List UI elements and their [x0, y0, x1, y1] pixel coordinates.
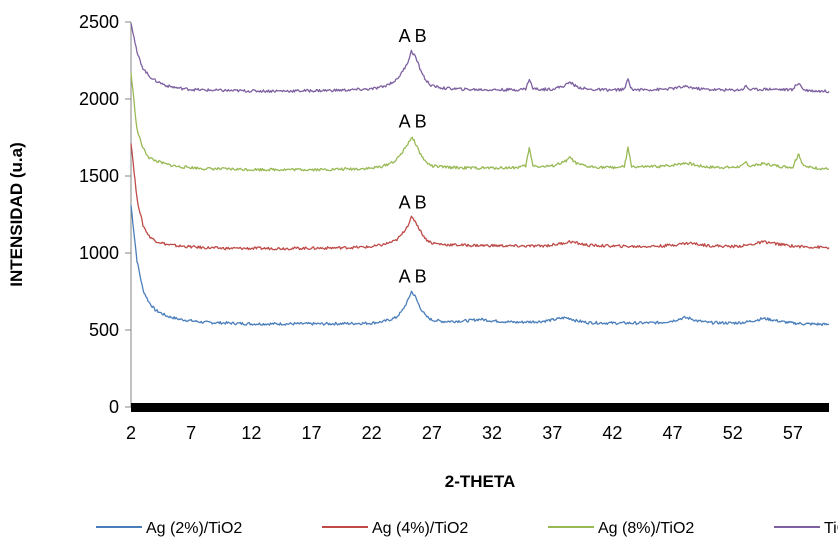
legend-item: TiO2	[774, 520, 838, 537]
x-tick-label: 57	[783, 423, 803, 443]
y-tick-label: 500	[89, 320, 119, 340]
x-tick-label: 22	[362, 423, 382, 443]
peak-label: A B	[399, 266, 427, 286]
legend-label: Ag (8%)/TiO2	[598, 520, 694, 537]
legend-label: TiO2	[824, 520, 838, 537]
legend-item: Ag (4%)/TiO2	[322, 520, 468, 537]
x-tick-label: 42	[602, 423, 622, 443]
x-tick-label: 12	[241, 423, 261, 443]
legend-item: Ag (8%)/TiO2	[548, 520, 694, 537]
peak-label: A B	[399, 192, 427, 212]
peak-label: A B	[399, 26, 427, 46]
legend: Ag (2%)/TiO2 Ag (4%)/TiO2 Ag (8%)/TiO2 TiO2	[96, 520, 838, 537]
y-axis-ticks: 0 500 1000 1500 2000 2500	[79, 12, 131, 417]
x-tick-label: 52	[723, 423, 743, 443]
x-tick-label: 27	[422, 423, 442, 443]
legend-item: Ag (2%)/TiO2	[96, 520, 242, 537]
series-layer	[130, 23, 830, 327]
series-line-4	[130, 23, 830, 94]
peak-label: A B	[399, 111, 427, 131]
y-tick-label: 2500	[79, 12, 119, 32]
x-axis-line	[131, 403, 829, 412]
series-line-2	[130, 143, 830, 251]
y-axis-title: INTENSIDAD (u.a)	[7, 142, 26, 287]
legend-label: Ag (2%)/TiO2	[146, 520, 242, 537]
peak-annotations: A B A B A B A B	[399, 26, 427, 286]
x-tick-label: 32	[482, 423, 502, 443]
x-tick-label: 37	[542, 423, 562, 443]
x-tick-label: 7	[186, 423, 196, 443]
series-line-3	[130, 72, 830, 172]
x-tick-label: 47	[663, 423, 683, 443]
series-line-1	[130, 205, 830, 327]
y-tick-label: 1000	[79, 243, 119, 263]
y-tick-label: 1500	[79, 166, 119, 186]
legend-label: Ag (4%)/TiO2	[372, 520, 468, 537]
y-tick-label: 2000	[79, 89, 119, 109]
x-tick-label: 2	[126, 423, 136, 443]
x-axis-title: 2-THETA	[445, 472, 516, 491]
y-tick-label: 0	[109, 397, 119, 417]
x-tick-label: 17	[302, 423, 322, 443]
x-axis-ticks: 2 7 12 17 22 27 32 37 42 47 52 57	[126, 423, 803, 443]
